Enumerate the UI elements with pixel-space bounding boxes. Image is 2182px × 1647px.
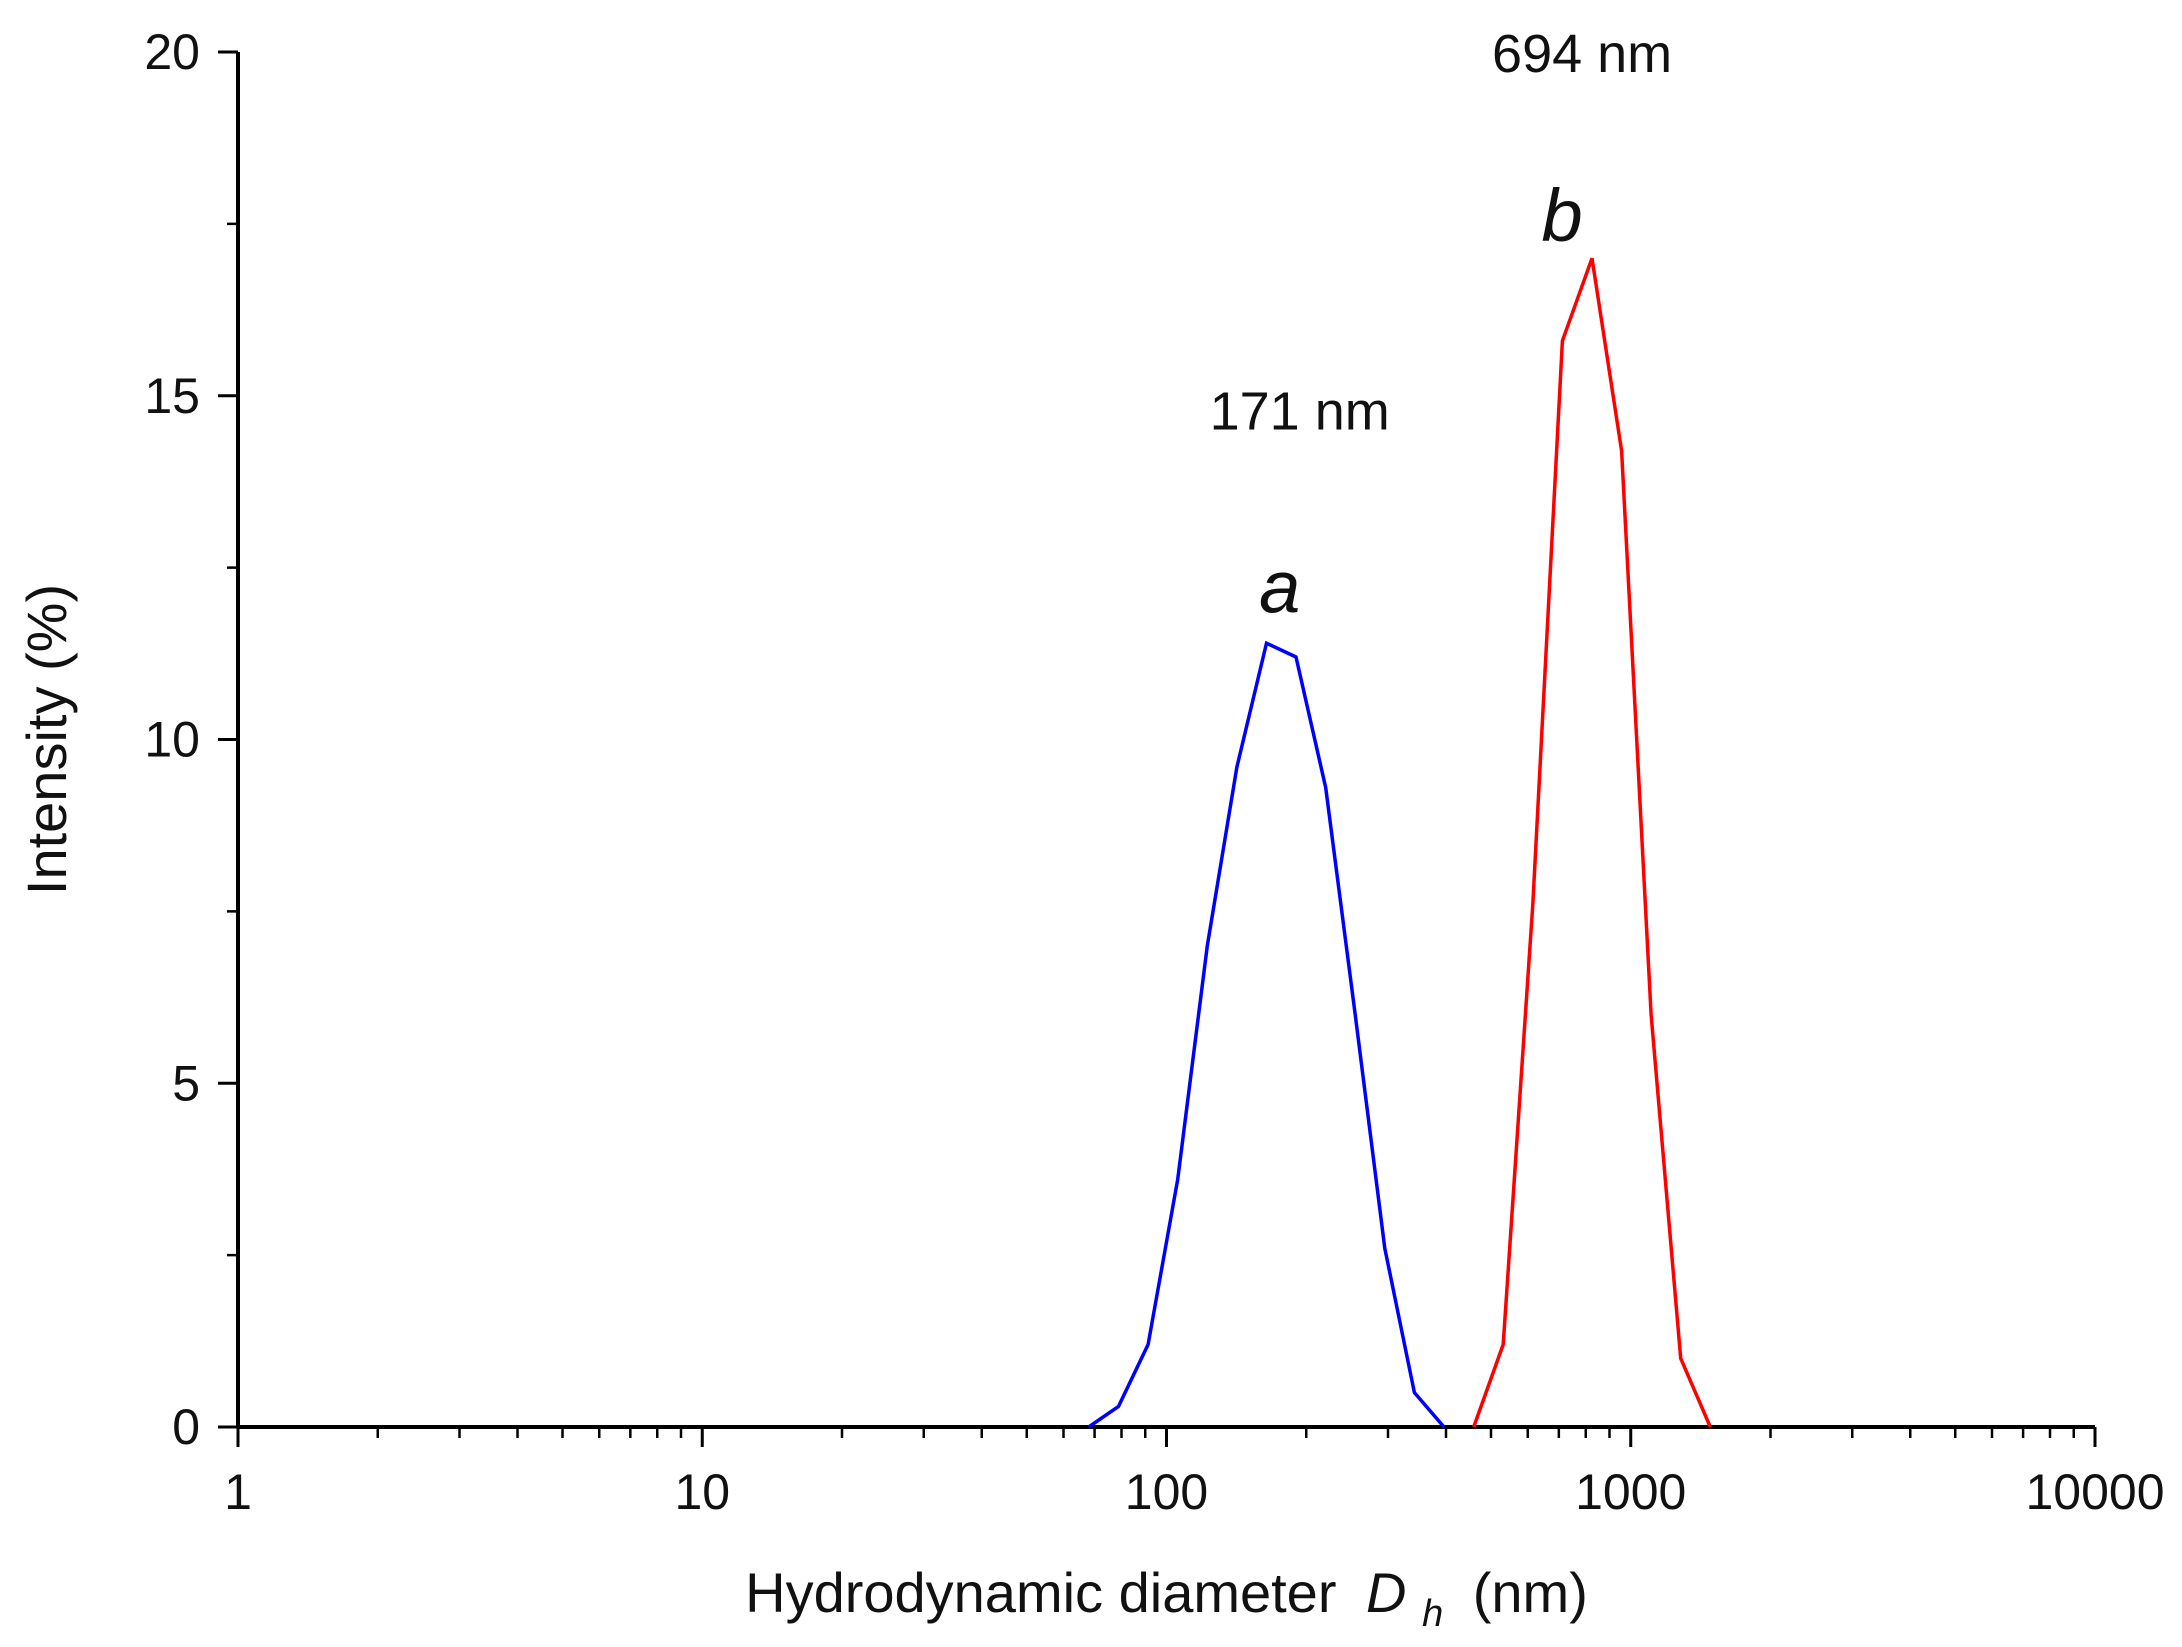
x-axis-title: Hydrodynamic diameter D h (nm) [745,1561,1588,1638]
y-tick-label: 20 [144,24,200,80]
x-tick-label: 10 [674,1464,730,1520]
x-axis-title-text: Hydrodynamic diameter [745,1561,1336,1624]
x-axis-title-unit: (nm) [1473,1561,1588,1624]
peak-b-letter: b [1542,174,1583,257]
series-a-line [1087,640,1446,1429]
y-axis-title: Intensity (%) [15,584,78,895]
x-axis-title-subscript: h [1422,1593,1443,1635]
x-tick-label: 1000 [1575,1464,1686,1520]
y-ticks: 0 5 10 15 20 [144,24,238,1455]
x-tick-label: 1 [224,1464,252,1520]
y-tick-label: 0 [172,1399,200,1455]
x-axis-title-symbol: D [1366,1561,1406,1624]
peak-b-size-label: 694 nm [1492,24,1672,84]
x-ticks: 1 10 100 1000 10000 [224,1427,2165,1520]
peak-a-size-label: 171 nm [1210,382,1390,442]
annotation-layer: 171 nm a 694 nm b [1210,24,1673,628]
axes [236,52,2095,1429]
x-tick-label: 10000 [2025,1464,2164,1520]
peak-a-letter: a [1259,545,1300,628]
x-tick-label: 100 [1125,1464,1208,1520]
y-tick-label: 10 [144,712,200,768]
series-layer [1087,257,1712,1429]
series-b-line [1472,257,1712,1428]
y-tick-label: 15 [144,368,200,424]
y-tick-label: 5 [172,1055,200,1111]
